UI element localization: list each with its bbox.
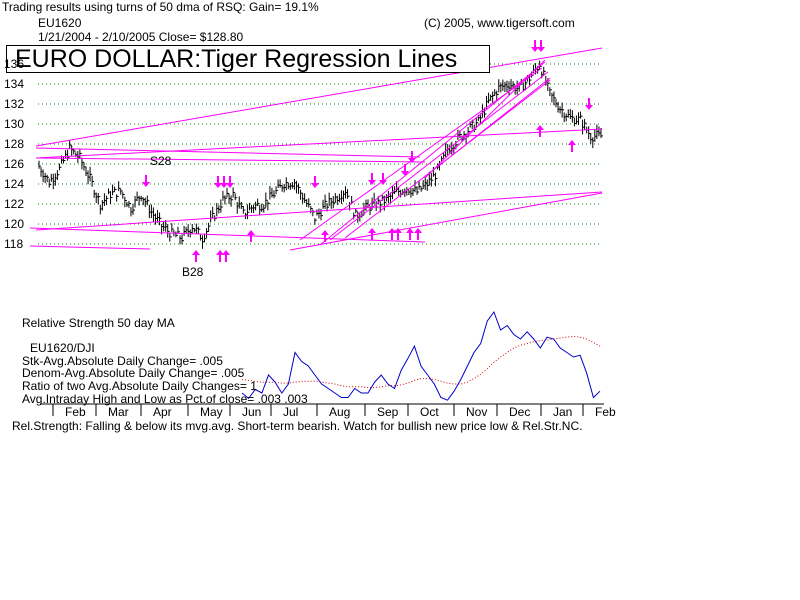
rs-status-text: Rel.Strength: Falling & below its mvg.av…: [12, 420, 582, 433]
month-label: Sep: [377, 406, 398, 418]
rs-title: Relative Strength 50 day MA: [22, 317, 175, 330]
month-label: May: [200, 406, 223, 418]
month-label: Jul: [283, 406, 298, 418]
month-label: Oct: [420, 406, 439, 418]
month-label: Mar: [108, 406, 129, 418]
month-label: Nov: [466, 406, 487, 418]
month-label: Aug: [329, 406, 350, 418]
month-label: Dec: [509, 406, 530, 418]
rs-ma-line: [242, 336, 600, 387]
month-label: Feb: [65, 406, 86, 418]
month-label: Jun: [242, 406, 261, 418]
month-label: Jan: [553, 406, 572, 418]
rs-line: [242, 312, 600, 400]
month-label: Feb: [595, 406, 616, 418]
month-label: Apr: [153, 406, 172, 418]
